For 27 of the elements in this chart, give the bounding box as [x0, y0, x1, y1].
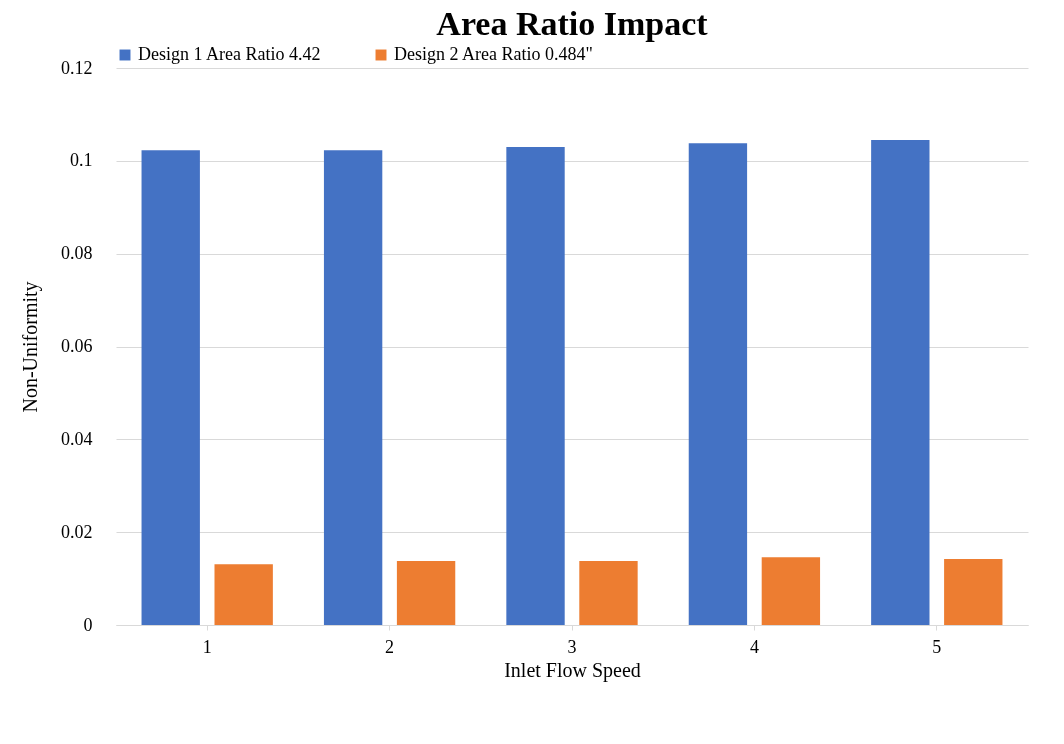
chart-title: Area Ratio Impact [436, 5, 709, 42]
y-tick-label: 0.08 [61, 243, 93, 264]
bar [396, 560, 456, 625]
x-tick-label: 5 [932, 636, 942, 657]
bar [141, 150, 200, 625]
x-tick-label: 4 [749, 636, 759, 657]
x-tick-label: 1 [202, 636, 212, 657]
y-tick-label: 0 [83, 614, 93, 635]
bar [323, 150, 383, 625]
x-tick-label: 3 [567, 636, 577, 657]
x-axis-title: Inlet Flow Speed [504, 658, 641, 682]
y-tick-label: 0.04 [61, 428, 93, 449]
y-tick-label: 0.06 [61, 336, 93, 356]
y-tick-label: 0.12 [61, 57, 93, 78]
bar [761, 557, 821, 625]
bar [688, 143, 748, 625]
legend-label: Design 1 Area Ratio 4.42 [138, 44, 321, 64]
bar [214, 564, 273, 625]
bar [871, 139, 930, 625]
y-tick-label: 0.1 [70, 150, 93, 171]
legend-label: Design 2 Area Ratio 0.484" [394, 44, 593, 64]
bar [579, 560, 638, 625]
y-tick-label: 0.02 [61, 521, 93, 542]
bar [506, 146, 565, 625]
bar [944, 559, 1003, 625]
y-axis-title: Non-Uniformity [19, 281, 42, 413]
x-tick-label: 2 [385, 636, 395, 657]
